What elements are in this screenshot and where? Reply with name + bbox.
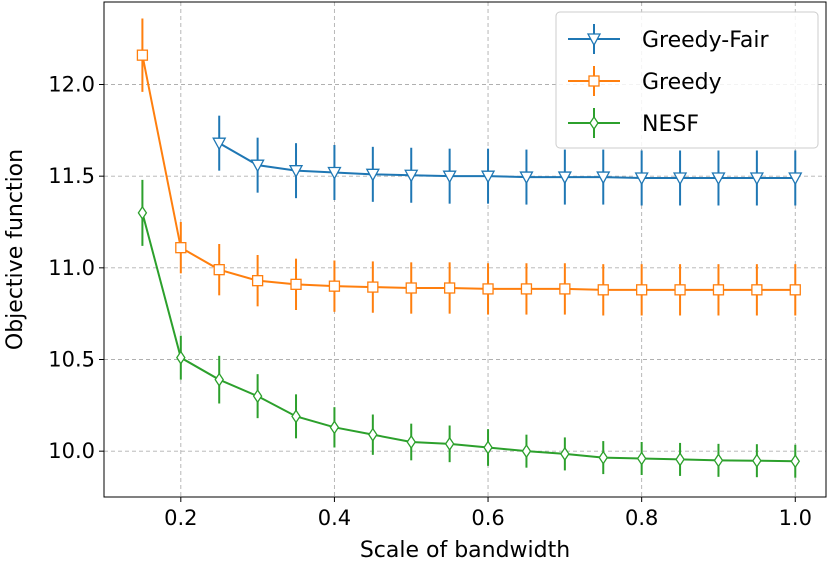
data-point xyxy=(444,436,455,452)
data-point xyxy=(586,33,602,47)
series-group xyxy=(136,18,803,478)
data-point xyxy=(675,452,685,467)
data-point xyxy=(327,166,342,180)
x-tick-label: 0.4 xyxy=(318,506,351,530)
data-point xyxy=(251,275,264,287)
data-point xyxy=(712,284,725,296)
x-tick-label: 0.8 xyxy=(625,506,658,530)
series-line xyxy=(141,212,796,463)
data-point xyxy=(368,427,378,442)
data-point xyxy=(137,205,148,221)
data-point xyxy=(483,440,493,455)
plot-frame xyxy=(103,1,827,498)
data-point xyxy=(443,282,456,294)
data-point xyxy=(290,278,302,290)
data-point xyxy=(674,284,686,296)
data-point xyxy=(212,137,227,151)
legend-item: NESF xyxy=(568,108,699,138)
x-tick-label: 0.2 xyxy=(164,506,197,530)
legend-label: Greedy xyxy=(642,70,722,95)
data-point xyxy=(519,171,534,185)
data-point xyxy=(634,172,649,186)
data-point xyxy=(367,281,379,293)
y-axis-label: Objective function xyxy=(3,149,28,350)
x-axis-label: Scale of bandwidth xyxy=(360,538,570,562)
data-point xyxy=(749,172,764,186)
data-point xyxy=(442,170,457,184)
series-greedy-fair xyxy=(212,115,803,206)
y-tick-label: 12.0 xyxy=(48,73,95,97)
x-tick-label: 0.6 xyxy=(471,506,504,530)
y-tick-label: 10.5 xyxy=(48,348,95,372)
y-tick-label: 10.0 xyxy=(48,439,95,463)
series-line xyxy=(141,54,796,291)
data-point xyxy=(288,165,304,179)
legend-box xyxy=(555,11,819,149)
data-point xyxy=(213,264,225,276)
legend-item: Greedy xyxy=(568,66,722,96)
data-point xyxy=(405,282,417,294)
data-point xyxy=(404,169,419,183)
data-point xyxy=(788,172,803,186)
data-point xyxy=(672,172,688,186)
data-point xyxy=(176,350,186,365)
data-point xyxy=(482,283,494,295)
data-point xyxy=(790,454,801,469)
data-point xyxy=(559,283,571,295)
data-point xyxy=(560,446,570,462)
data-point xyxy=(214,372,224,387)
data-point xyxy=(250,159,265,173)
data-point xyxy=(589,115,599,131)
legend-item: Greedy-Fair xyxy=(568,24,769,54)
data-point xyxy=(406,434,417,450)
data-point xyxy=(328,280,341,292)
series-line xyxy=(218,142,796,179)
series-nesf xyxy=(137,179,801,478)
data-point xyxy=(752,453,762,468)
legend-label: NESF xyxy=(642,112,699,137)
data-point xyxy=(175,242,187,254)
legend-label: Greedy-Fair xyxy=(642,28,769,53)
legend: Greedy-Fair Greedy NESF xyxy=(555,11,819,149)
data-point xyxy=(713,453,724,468)
data-point xyxy=(636,284,648,296)
data-point xyxy=(789,284,801,296)
series-greedy xyxy=(136,18,801,316)
data-point xyxy=(711,172,726,186)
x-tick-label: 1.0 xyxy=(779,506,812,530)
data-point xyxy=(480,170,496,184)
ticks: 0.2 0.4 0.6 0.8 1.0 10.0 10.5 11.0 11.5 12.0 xyxy=(48,73,812,531)
data-point xyxy=(521,443,532,459)
data-point xyxy=(751,284,763,296)
data-point xyxy=(596,171,611,185)
data-point xyxy=(520,283,533,295)
data-point xyxy=(291,409,301,424)
y-tick-label: 11.0 xyxy=(48,256,95,280)
y-tick-label: 11.5 xyxy=(48,164,95,188)
data-point xyxy=(136,49,149,61)
data-point xyxy=(598,450,609,465)
data-point xyxy=(365,168,380,182)
data-point xyxy=(329,420,340,435)
data-point xyxy=(597,284,609,296)
data-point xyxy=(636,451,647,466)
data-point xyxy=(557,171,572,185)
data-point xyxy=(252,388,263,404)
data-point xyxy=(588,75,600,87)
